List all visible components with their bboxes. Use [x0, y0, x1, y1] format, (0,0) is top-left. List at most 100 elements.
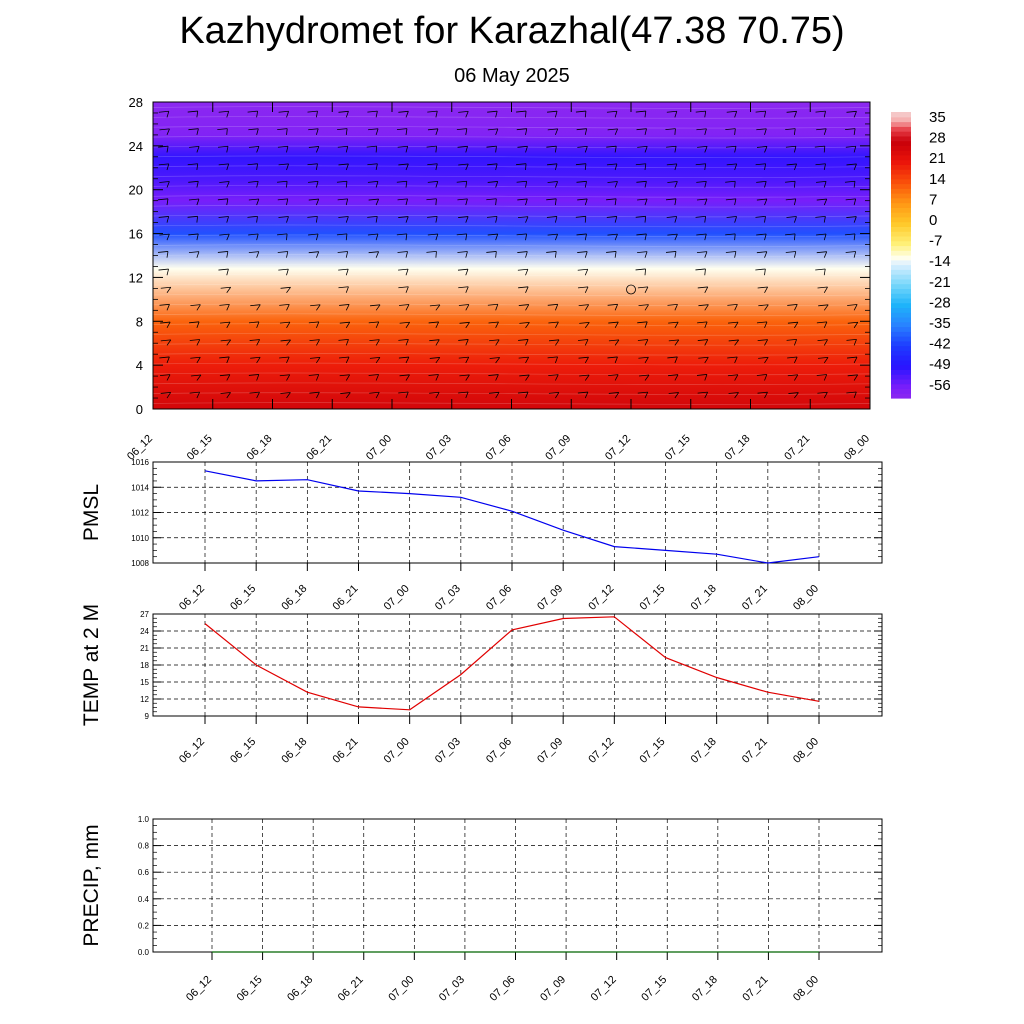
wind-barb	[697, 321, 708, 329]
wind-barb	[639, 374, 650, 381]
wind-barb	[456, 233, 468, 241]
wind-barb	[785, 180, 796, 188]
wind-barb	[459, 374, 470, 381]
wind-barb	[846, 391, 857, 399]
wind-barb	[338, 163, 349, 171]
wind-barb	[219, 356, 230, 364]
wind-barb	[547, 181, 558, 188]
x-tick-label: 07_21	[740, 583, 770, 613]
wind-barb	[785, 128, 796, 135]
wind-barb	[666, 216, 678, 223]
wind-barb	[635, 215, 647, 223]
wind-barb	[457, 145, 468, 153]
wind-barb	[845, 128, 856, 135]
wind-barb	[668, 339, 680, 346]
wind-barb	[666, 110, 678, 118]
wind-barb	[217, 251, 229, 258]
wind-barb	[398, 163, 409, 171]
wind-barb	[816, 321, 828, 329]
colorbar-label: -7	[929, 233, 942, 250]
wind-barb	[695, 268, 706, 276]
wind-barb	[697, 286, 709, 293]
wind-barb	[279, 374, 291, 381]
wind-barb	[427, 128, 439, 136]
y-tick-label: 0.0	[138, 948, 150, 957]
colorbar-segment	[891, 240, 911, 247]
y-tick-label: 1016	[131, 458, 149, 467]
wind-barb	[489, 339, 500, 346]
wind-barb	[549, 339, 560, 346]
colorbar-segment	[891, 259, 911, 266]
wind-barb	[666, 163, 678, 171]
colorbar-segment	[891, 255, 911, 261]
wind-barb	[577, 268, 589, 276]
wind-barb	[398, 268, 409, 276]
wind-barb	[278, 163, 289, 171]
wind-barb	[486, 145, 497, 153]
wind-barb	[815, 268, 826, 276]
wind-barb	[695, 163, 707, 171]
y-tick-label: 20	[129, 183, 143, 198]
wind-barb	[307, 215, 318, 223]
colorbar-segment	[891, 336, 911, 342]
colorbar-segment	[891, 374, 911, 380]
colorbar-segment	[891, 355, 911, 361]
wind-barb	[310, 304, 321, 311]
colorbar-segment	[891, 226, 911, 232]
wind-barb	[817, 391, 828, 399]
wind-barb	[516, 110, 527, 118]
wind-barb	[608, 321, 619, 329]
colorbar-segment	[891, 393, 911, 399]
plot-area	[153, 819, 882, 952]
colorbar-segment	[891, 388, 911, 394]
contour-line	[152, 234, 871, 238]
wind-barb	[787, 321, 799, 329]
colorbar-segment	[891, 126, 911, 132]
heatmap-field	[153, 102, 870, 409]
wind-barb	[398, 304, 410, 311]
wind-barb	[698, 304, 709, 311]
colorbar-segment	[891, 207, 911, 213]
temp-2m-panel: 9 12 15 18 21 24 27 06_12 06_15 06_18 06_21 07_00 07…	[80, 604, 883, 766]
wind-barb	[814, 145, 826, 153]
wind-barb	[846, 216, 857, 223]
wind-barb	[429, 339, 440, 346]
wind-barb	[665, 198, 677, 206]
wind-barb	[726, 163, 738, 171]
contour-line	[152, 155, 871, 159]
wind-barb	[516, 180, 528, 188]
x-tick-label: 07_09	[538, 974, 568, 1004]
colorbar-segment	[891, 288, 911, 294]
wind-barb	[218, 216, 229, 223]
wind-barb	[546, 216, 558, 223]
x-tick-label: 06_18	[245, 433, 275, 463]
wind-barb	[757, 391, 768, 399]
wind-barb	[308, 198, 320, 206]
x-tick-label: 07_15	[638, 583, 668, 613]
wind-barb	[576, 128, 588, 135]
wind-barb	[725, 180, 736, 188]
x-tick-label: 06_15	[228, 583, 258, 613]
wind-barb	[338, 110, 349, 118]
wind-barb	[637, 321, 648, 329]
wind-barb	[635, 163, 647, 171]
wind-barb	[189, 321, 200, 329]
wind-barb	[218, 110, 230, 118]
y-axis-label: PMSL	[80, 484, 103, 541]
wind-barb	[338, 338, 349, 346]
wind-barb	[667, 181, 678, 188]
wind-barb	[488, 321, 499, 329]
wind-barb	[397, 145, 409, 153]
wind-barb	[635, 110, 647, 118]
wind-barb	[725, 233, 736, 241]
colorbar-segment	[891, 293, 911, 299]
wind-barb	[547, 356, 558, 364]
wind-barb	[187, 215, 198, 223]
colorbar-segment	[891, 193, 911, 199]
wind-barb	[786, 110, 797, 118]
y-tick-label: 0.4	[138, 895, 150, 904]
wind-barb	[308, 321, 320, 329]
colorbar-segment	[891, 307, 911, 313]
wind-barb	[250, 356, 261, 364]
wind-barb	[488, 374, 499, 381]
